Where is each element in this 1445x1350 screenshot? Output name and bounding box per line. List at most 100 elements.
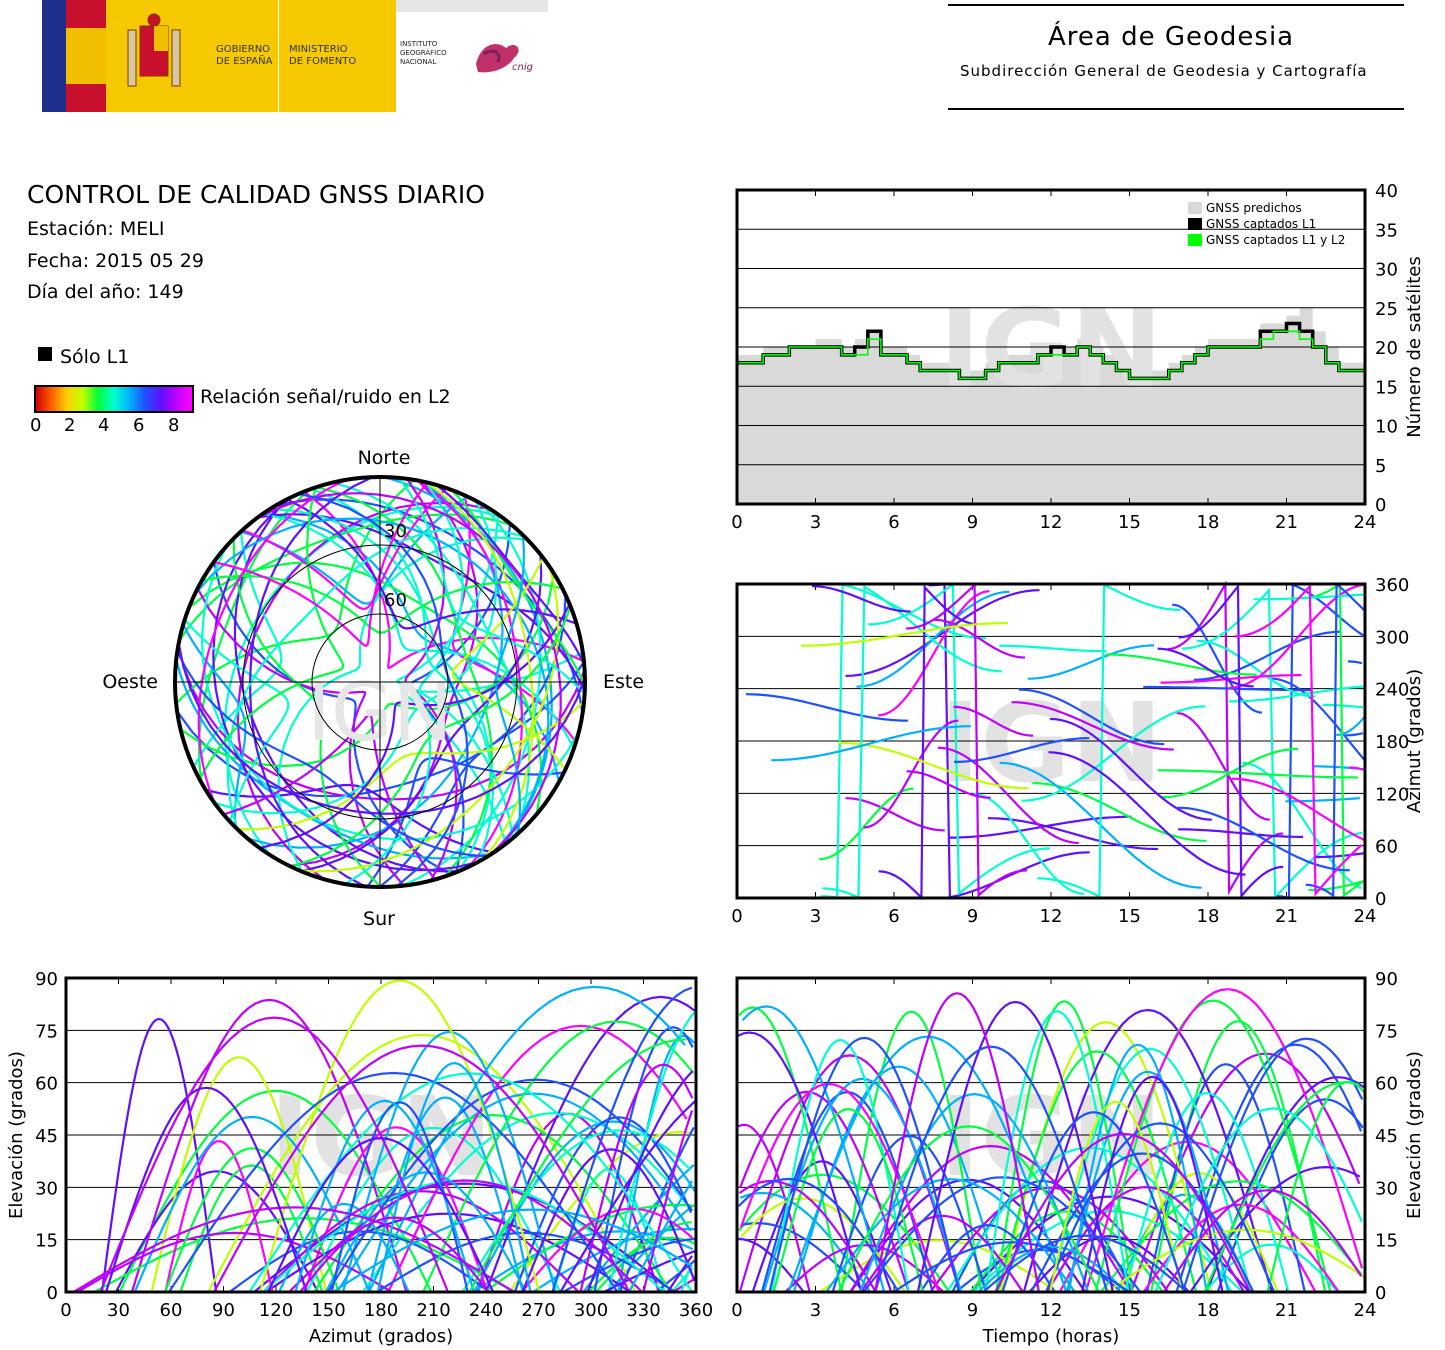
ytick-label-300: 300 (1375, 627, 1409, 648)
elevation-time-track (1151, 1021, 1325, 1292)
label-south: Sur (363, 908, 395, 930)
xtick-label-30: 30 (107, 1300, 130, 1321)
elevation-time-track (739, 1007, 841, 1292)
xtick-label-3: 3 (810, 512, 821, 533)
legend-swatch-2 (1188, 234, 1202, 246)
elevation-time-track (739, 1179, 899, 1292)
azimuth-track (1346, 733, 1363, 735)
xtick-label-210: 210 (416, 1300, 450, 1321)
header-top-rule (948, 4, 1404, 6)
ylabel: Número de satélites (1404, 256, 1425, 438)
xtick-label-90: 90 (212, 1300, 235, 1321)
cbar-tick-8: 8 (168, 415, 179, 436)
azimuth-track (1314, 853, 1364, 857)
xtick-label-9: 9 (967, 1300, 978, 1321)
min-line2: DE FOMENTO (289, 56, 356, 68)
ytick-label-0: 0 (47, 1283, 58, 1304)
ring-label-60: 60 (384, 590, 407, 611)
satellite-count-legend: GNSS predichosGNSS captados L1GNSS capta… (1188, 201, 1345, 247)
elevation-azimuth-plot: IGN01530456075900 30 60 90 120 150 180 210 240 27… (6, 969, 713, 1347)
xtick-label-15: 15 (1118, 1300, 1141, 1321)
ytick-label-15: 15 (1375, 1231, 1398, 1252)
xtick-label-18: 18 (1197, 512, 1220, 533)
ytick-label-0: 0 (1375, 889, 1386, 910)
ytick-label-15: 15 (1375, 377, 1398, 398)
min-line1: MINISTERIO (289, 44, 356, 56)
xtick-label-24: 24 (1354, 512, 1377, 533)
azimuth-track (999, 646, 1106, 651)
snr-colorbar (34, 385, 194, 413)
xtick-label-21: 21 (1275, 906, 1298, 927)
ytick-label-30: 30 (1375, 1178, 1398, 1199)
azimuth-time-plot: IGN0601201802403003600 3 6 9 12 15 18 21 24Azimu… (731, 575, 1425, 927)
xtick-label-12: 12 (1040, 512, 1063, 533)
xtick-label-270: 270 (521, 1300, 555, 1321)
snr-colorbar-label: Relación señal/ruido en L2 (200, 386, 451, 408)
azimuth-track (1172, 605, 1262, 713)
area-header: Área de Geodesia Subdirección General de… (948, 0, 1404, 114)
xtick-label-24: 24 (1354, 906, 1377, 927)
xtick-label-0: 0 (731, 1300, 742, 1321)
ytick-label-20: 20 (1375, 338, 1398, 359)
ign-line3: NACIONAL (400, 58, 447, 67)
area-subtitle: Subdirección General de Geodesia y Carto… (960, 62, 1368, 80)
elevation-time-plot: IGN01530456075900 3 6 9 12 15 18 21 24Elevación … (731, 969, 1425, 1347)
xtick-label-18: 18 (1197, 1300, 1220, 1321)
ytick-label-45: 45 (35, 1126, 58, 1147)
l1-only-swatch (38, 347, 52, 361)
xtick-label-18: 18 (1197, 906, 1220, 927)
report-title: CONTROL DE CALIDAD GNSS DIARIO (27, 180, 485, 209)
azimuth-time-chart: IGN0601201802403003600 3 6 9 12 15 18 21 24Azimu… (700, 572, 1445, 927)
azimuth-track (1158, 770, 1358, 777)
xtick-label-60: 60 (160, 1300, 183, 1321)
label-east: Este (603, 671, 644, 693)
xtick-label-15: 15 (1118, 512, 1141, 533)
satellite-count-chart: IGN05101520253035400 3 6 9 12 15 18 21 24Número … (700, 178, 1445, 533)
ytick-label-90: 90 (35, 969, 58, 990)
ytick-label-60: 60 (1375, 1074, 1398, 1095)
ytick-label-0: 0 (1375, 495, 1386, 516)
ytick-label-90: 90 (1375, 969, 1398, 990)
ign-logo: INSTITUTO GEOGRÁFICO NACIONAL cnig (396, 0, 548, 112)
ytick-label-60: 60 (35, 1074, 58, 1095)
ylabel: Azimut (grados) (1404, 669, 1425, 813)
ring-label-30: 30 (384, 521, 407, 542)
azimuth-track (1348, 661, 1362, 663)
legend-swatch-0 (1188, 202, 1202, 214)
azimuth-track (819, 789, 913, 860)
ytick-label-25: 25 (1375, 299, 1398, 320)
xtick-label-300: 300 (574, 1300, 608, 1321)
label-north: Norte (358, 447, 411, 469)
ign-line2: GEOGRÁFICO (400, 49, 447, 58)
spain-flag-icon (66, 0, 106, 112)
xtick-label-0: 0 (731, 906, 742, 927)
xtick-label-120: 120 (259, 1300, 293, 1321)
gov-line2: DE ESPAÑA (216, 56, 272, 68)
azimuth-track (801, 623, 1008, 646)
ytick-label-30: 30 (1375, 260, 1398, 281)
xtick-label-330: 330 (626, 1300, 660, 1321)
eu-flag-icon (42, 0, 66, 112)
ytick-label-75: 75 (35, 1021, 58, 1042)
area-title: Área de Geodesia (1048, 22, 1294, 52)
xtick-label-15: 15 (1118, 906, 1141, 927)
date-label: Fecha: 2015 05 29 (27, 250, 204, 272)
ytick-label-5: 5 (1375, 456, 1386, 477)
azimuth-track (746, 694, 908, 721)
xlabel: Azimut (grados) (309, 1326, 453, 1347)
xtick-label-3: 3 (810, 906, 821, 927)
legend-label-0: GNSS predichos (1206, 201, 1302, 215)
xtick-label-9: 9 (967, 906, 978, 927)
xtick-label-0: 0 (731, 512, 742, 533)
xtick-label-6: 6 (888, 512, 899, 533)
ytick-label-30: 30 (35, 1178, 58, 1199)
cbar-tick-0: 0 (30, 415, 41, 436)
xlabel: Tiempo (horas) (982, 1326, 1120, 1347)
xtick-label-24: 24 (1354, 1300, 1377, 1321)
azimuth-track (1323, 705, 1363, 708)
ytick-label-45: 45 (1375, 1126, 1398, 1147)
ylabel: Elevación (grados) (1404, 1051, 1425, 1219)
xtick-label-240: 240 (469, 1300, 503, 1321)
cbar-tick-6: 6 (133, 415, 144, 436)
